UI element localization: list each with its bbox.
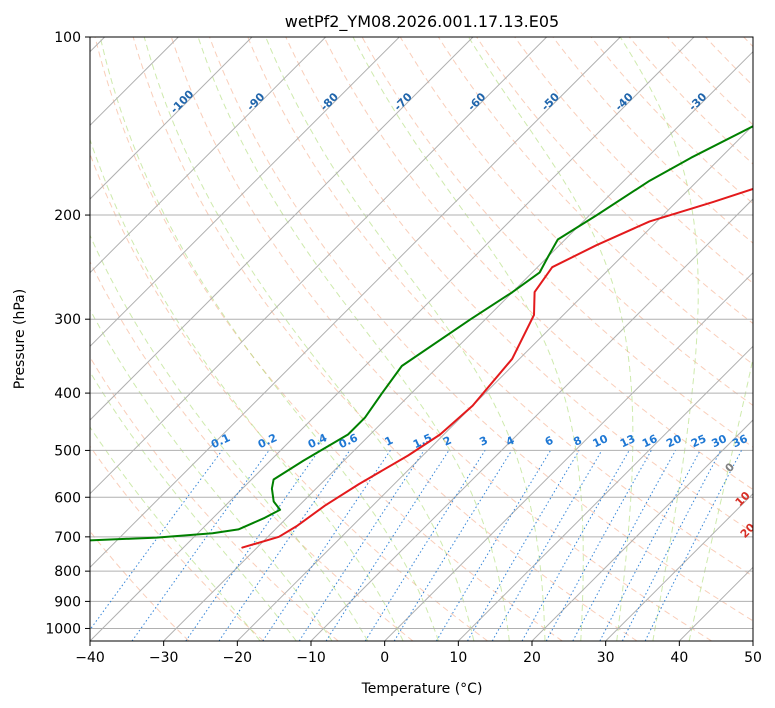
isotherm-gridline bbox=[384, 271, 753, 641]
mixing-ratio-line bbox=[572, 450, 676, 641]
moist-adiabat bbox=[265, 37, 546, 641]
y-tick-label: 200 bbox=[54, 208, 81, 224]
moist-adiabat bbox=[619, 37, 699, 641]
mixing-ratio-line bbox=[545, 450, 652, 641]
temperature-profile-line bbox=[241, 187, 753, 549]
dewpoint-profile-line bbox=[90, 125, 753, 542]
isotherm-gridline bbox=[236, 124, 753, 641]
dry-adiabat-label: 40 bbox=[767, 580, 775, 600]
background-lines bbox=[90, 37, 753, 641]
moist-adiabat bbox=[90, 138, 404, 641]
mixing-ratio-line bbox=[262, 450, 391, 641]
y-tick-label: 500 bbox=[54, 443, 81, 459]
dry-adiabat bbox=[399, 37, 753, 407]
x-tick-label: −10 bbox=[296, 650, 326, 666]
isotherm-gridline bbox=[90, 37, 695, 641]
dry-adiabat bbox=[323, 37, 753, 491]
moist-adiabat bbox=[197, 37, 510, 641]
moist-adiabat bbox=[99, 37, 439, 641]
isotherm-gridline bbox=[310, 198, 753, 641]
dry-adiabat bbox=[132, 37, 638, 641]
profile-series bbox=[90, 125, 753, 549]
dry-adiabat bbox=[170, 37, 712, 641]
isotherm-gridline bbox=[457, 345, 753, 641]
dry-adiabat bbox=[476, 37, 753, 325]
moist-adiabat bbox=[90, 308, 333, 641]
mixing-ratio-line bbox=[218, 450, 351, 641]
isotherm-gridline bbox=[90, 37, 253, 200]
y-tick-label: 600 bbox=[54, 490, 81, 506]
mixing-ratio-label: 30 bbox=[710, 432, 730, 450]
dry-adiabat bbox=[590, 37, 753, 205]
x-tick-label: −40 bbox=[75, 650, 105, 666]
mixing-ratio-line bbox=[131, 450, 270, 641]
y-tick-label: 800 bbox=[54, 564, 81, 580]
x-tick-label: 40 bbox=[670, 650, 688, 666]
mixing-ratio-line bbox=[393, 450, 513, 641]
x-tick-label: 0 bbox=[380, 650, 389, 666]
chart-title: wetPf2_YM08.2026.001.17.13.E05 bbox=[285, 12, 559, 32]
y-tick-label: 1000 bbox=[45, 621, 81, 637]
x-tick-label: −20 bbox=[223, 650, 253, 666]
y-tick-label: 700 bbox=[54, 530, 81, 546]
isotherm-gridline bbox=[90, 37, 548, 495]
mixing-ratio-label: 20 bbox=[664, 432, 684, 450]
dry-adiabat bbox=[628, 37, 753, 165]
mixing-ratio-line bbox=[621, 450, 722, 641]
y-axis: 100 200 300 400 500 600 700 800 900 1000 bbox=[45, 30, 90, 637]
mixing-ratio-line bbox=[185, 450, 320, 641]
isotherm-gridline bbox=[531, 419, 753, 641]
x-tick-label: 30 bbox=[597, 650, 615, 666]
mixing-ratio-label: 10 bbox=[591, 432, 611, 450]
moist-adiabat bbox=[90, 234, 369, 641]
isotherm-gridline bbox=[90, 37, 327, 274]
mixing-ratio-line bbox=[325, 450, 450, 641]
isotherm-gridline bbox=[605, 492, 753, 641]
mixing-ratio-line bbox=[644, 450, 742, 641]
dry-adiabat bbox=[90, 445, 264, 641]
moist-adiabat bbox=[90, 426, 261, 641]
isotherm-gridline bbox=[90, 37, 621, 569]
dry-adiabat bbox=[90, 260, 414, 641]
dry-adiabat bbox=[247, 37, 753, 577]
mixing-ratio-line bbox=[90, 450, 223, 631]
mixing-ratio-label: 25 bbox=[689, 432, 708, 450]
dry-adiabat bbox=[209, 37, 753, 622]
y-tick-label: 300 bbox=[54, 312, 81, 328]
isotherm-gridline bbox=[90, 37, 474, 421]
y-tick-label: 900 bbox=[54, 594, 81, 610]
y-axis-label: Pressure (hPa) bbox=[12, 289, 28, 389]
plot-background bbox=[90, 37, 753, 641]
moist-adiabat bbox=[352, 37, 584, 641]
dry-adiabat bbox=[514, 37, 753, 284]
mixing-ratio-line bbox=[521, 450, 630, 641]
mixing-ratio-line bbox=[298, 450, 425, 641]
plot-frame bbox=[89, 36, 754, 642]
x-tick-label: 50 bbox=[744, 650, 762, 666]
isotherm-gridline bbox=[752, 640, 753, 641]
isotherm-gridline bbox=[90, 37, 400, 348]
dry-adiabat bbox=[94, 37, 563, 641]
x-axis-label: Temperature (°C) bbox=[361, 681, 483, 697]
mixing-ratio-label: 36 bbox=[730, 432, 750, 450]
x-tick-label: 10 bbox=[449, 650, 467, 666]
x-axis: −40 −30 −20 −10 0 10 20 30 40 50 bbox=[75, 641, 762, 666]
mixing-ratio-label: 16 bbox=[640, 432, 660, 450]
mixing-ratio-label: 13 bbox=[618, 432, 637, 450]
y-tick-label: 400 bbox=[54, 386, 81, 402]
moist-adiabat bbox=[143, 37, 475, 641]
dry-adiabat-label: 30 bbox=[751, 552, 771, 572]
y-tick-label: 100 bbox=[54, 30, 81, 46]
x-tick-label: 20 bbox=[523, 650, 541, 666]
x-tick-label: −30 bbox=[149, 650, 179, 666]
isotherm-label: -20 bbox=[760, 90, 775, 113]
moist-adiabat bbox=[688, 355, 753, 641]
moist-adiabat bbox=[90, 371, 297, 641]
